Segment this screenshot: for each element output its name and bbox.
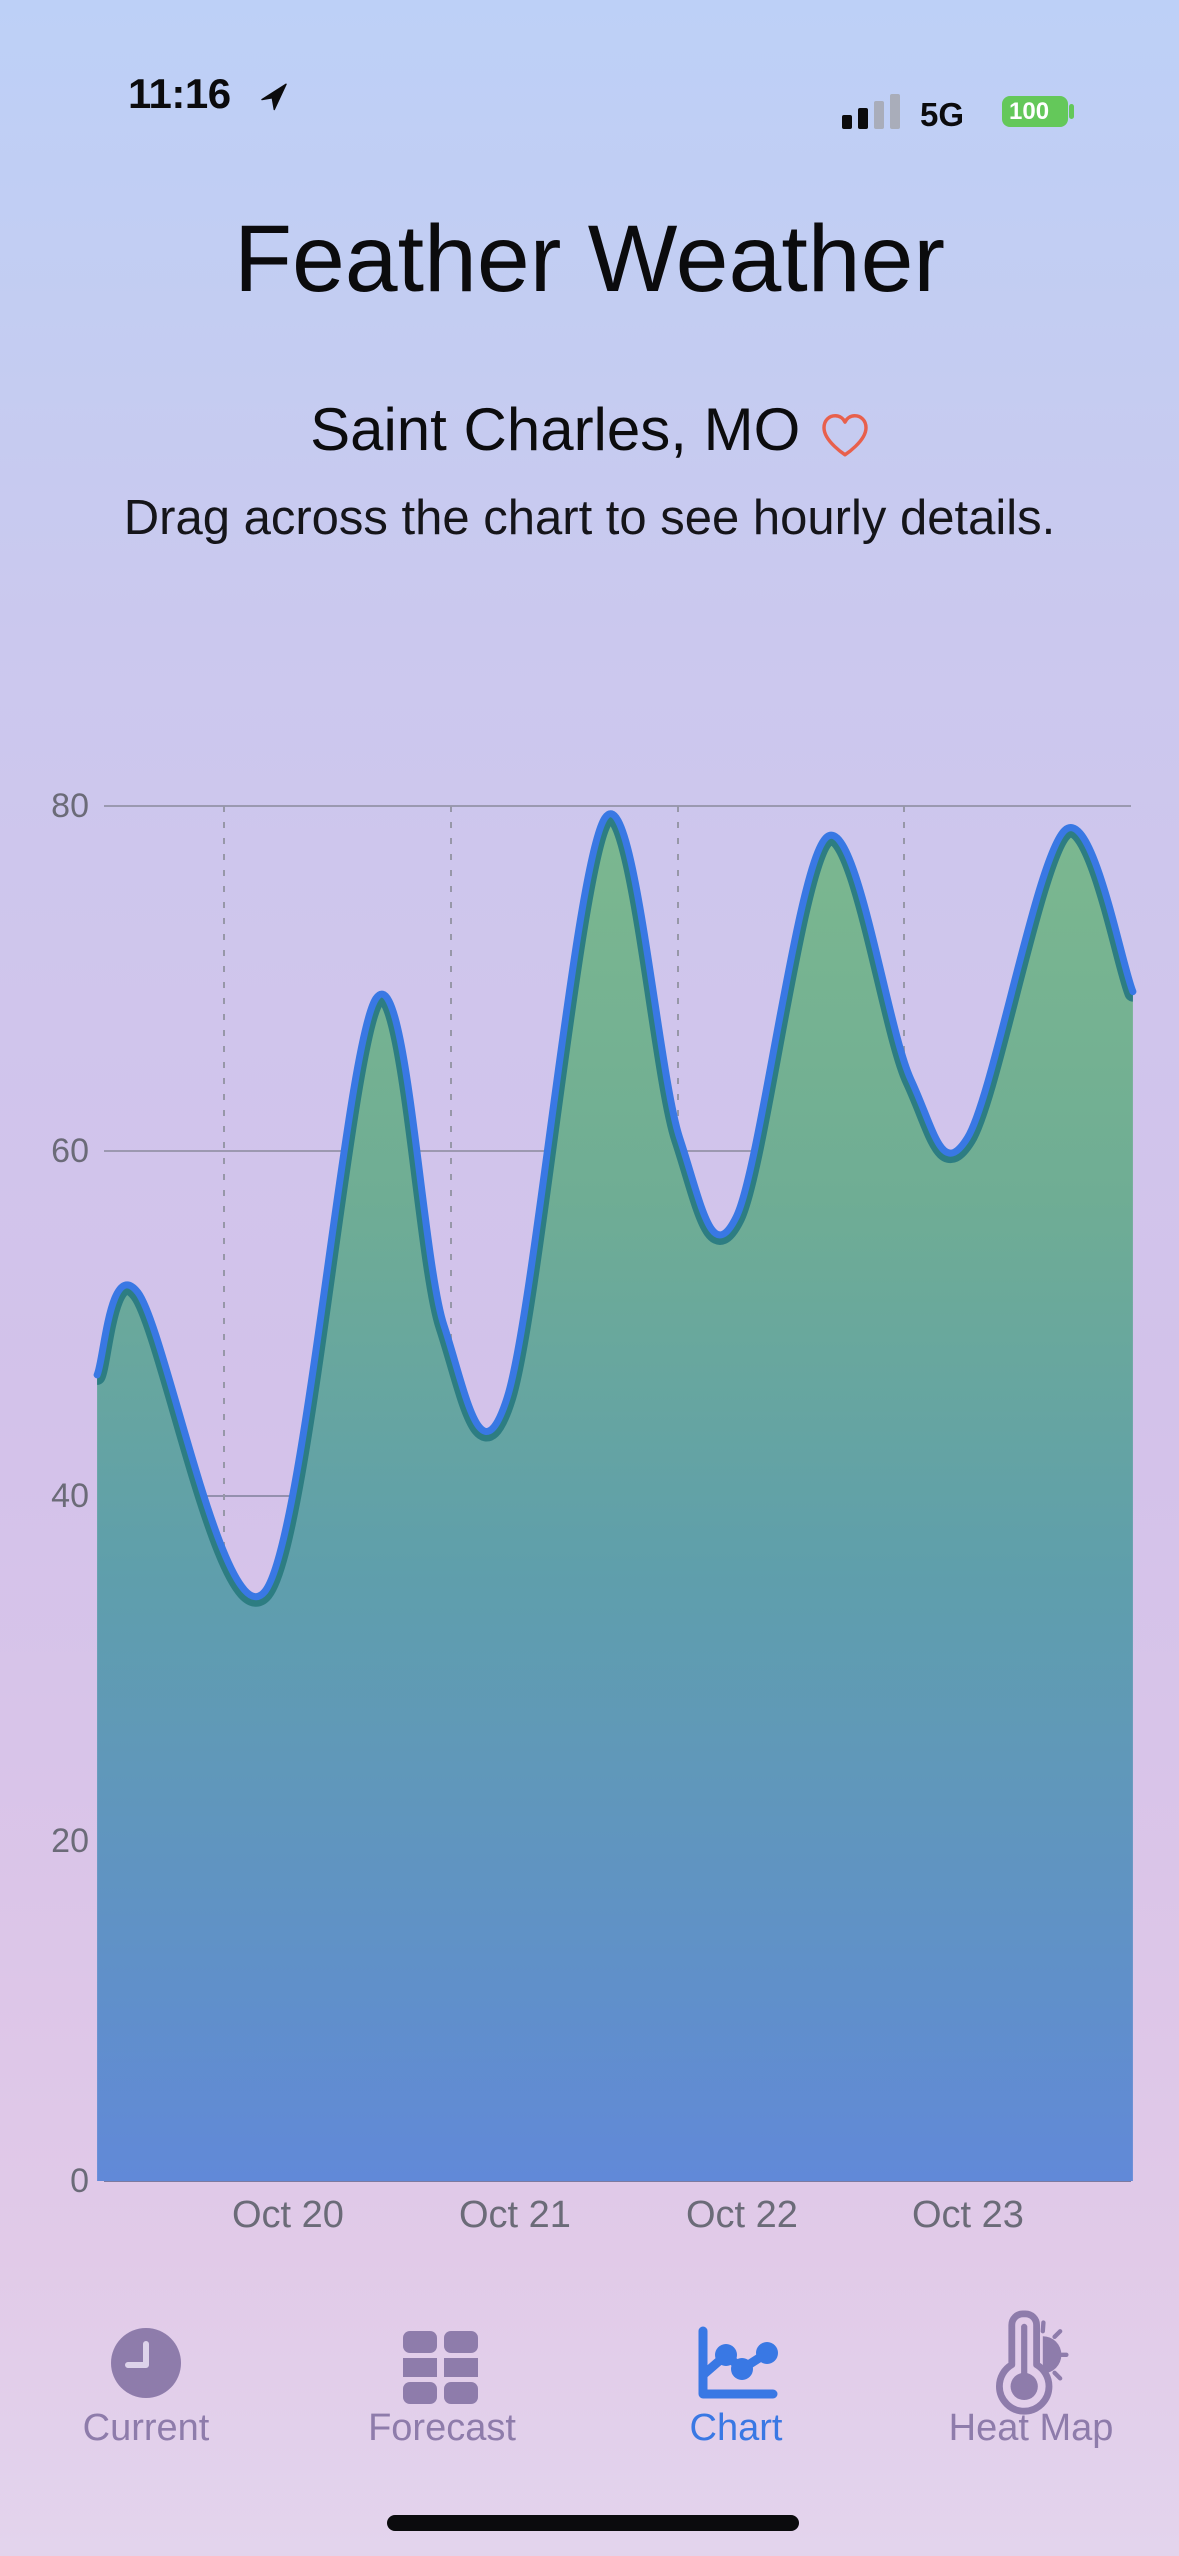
svg-text:Oct 21: Oct 21 xyxy=(459,2194,571,2236)
svg-text:Current: Current xyxy=(83,2407,210,2449)
svg-text:Oct 20: Oct 20 xyxy=(232,2194,344,2236)
svg-text:0: 0 xyxy=(70,2162,89,2200)
svg-text:Forecast: Forecast xyxy=(368,2407,516,2449)
svg-text:Heat Map: Heat Map xyxy=(949,2407,1114,2449)
svg-text:Oct 23: Oct 23 xyxy=(912,2194,1024,2236)
svg-text:Chart: Chart xyxy=(690,2407,783,2449)
svg-text:20: 20 xyxy=(51,1822,89,1860)
svg-text:40: 40 xyxy=(51,1477,89,1515)
svg-text:60: 60 xyxy=(51,1132,89,1170)
svg-text:Oct 22: Oct 22 xyxy=(686,2194,798,2236)
svg-text:80: 80 xyxy=(51,787,89,825)
